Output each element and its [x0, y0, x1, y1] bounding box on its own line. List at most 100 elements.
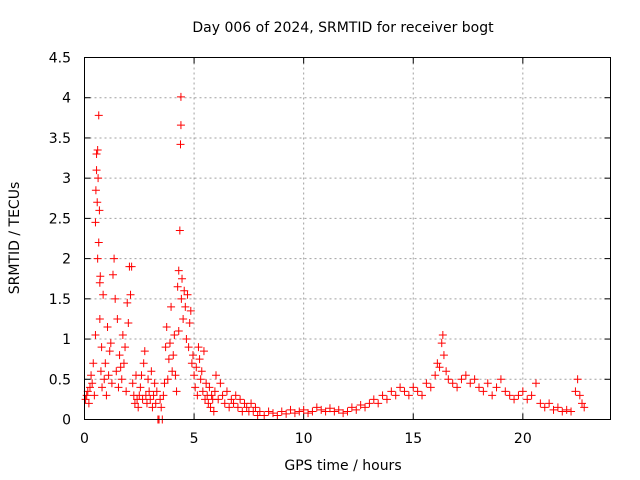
data-point: [317, 405, 326, 414]
data-point: [115, 351, 124, 360]
data-point: [247, 399, 256, 408]
data-point: [130, 399, 139, 408]
data-point: [233, 403, 242, 412]
data-point: [84, 399, 93, 408]
data-point: [97, 343, 106, 352]
data-point: [193, 391, 202, 400]
data-point: [457, 375, 466, 384]
data-point: [210, 387, 219, 396]
grid-lines: [84, 57, 611, 420]
data-point: [523, 395, 532, 404]
data-point: [122, 387, 131, 396]
data-point: [518, 387, 527, 396]
data-point: [85, 383, 94, 392]
data-point: [92, 150, 101, 159]
data-point: [220, 399, 229, 408]
data-point: [190, 371, 199, 380]
data-point: [422, 379, 431, 388]
data-point: [150, 379, 159, 388]
data-point: [216, 379, 225, 388]
data-point: [558, 407, 567, 416]
y-tick-label: 1.5: [49, 292, 71, 308]
data-point: [194, 343, 203, 352]
data-point: [96, 367, 105, 376]
data-point: [145, 387, 154, 396]
data-point: [496, 375, 505, 384]
chart-title: Day 006 of 2024, SRMTID for receiver bog…: [192, 20, 494, 36]
data-point: [479, 387, 488, 396]
data-point: [139, 359, 148, 368]
data-point: [146, 395, 155, 404]
data-point: [466, 379, 475, 388]
data-point: [174, 327, 183, 336]
data-point: [103, 322, 112, 331]
data-point: [553, 403, 562, 412]
y-tick-label: 4.5: [49, 51, 71, 67]
data-point: [88, 379, 97, 388]
data-point: [461, 371, 470, 380]
data-point: [110, 254, 119, 263]
data-point: [147, 367, 156, 376]
data-point: [536, 399, 545, 408]
data-point: [206, 403, 215, 412]
data-point: [180, 286, 189, 295]
data-point: [91, 186, 100, 195]
data-point: [94, 174, 103, 183]
data-point: [197, 367, 206, 376]
data-point: [501, 387, 510, 396]
data-point: [510, 395, 519, 404]
data-point: [174, 266, 183, 275]
data-point: [199, 347, 208, 356]
data-point: [91, 331, 100, 340]
data-point: [106, 339, 115, 348]
data-point: [107, 379, 116, 388]
data-point: [81, 395, 90, 404]
data-point: [140, 347, 149, 356]
data-point: [94, 238, 103, 247]
data-point: [369, 395, 378, 404]
data-point: [225, 403, 234, 412]
data-point: [304, 409, 313, 418]
data-point: [98, 383, 107, 392]
data-point: [96, 272, 105, 281]
data-point: [222, 387, 231, 396]
data-point: [438, 331, 447, 340]
data-point: [95, 314, 104, 323]
data-point: [286, 405, 295, 414]
data-point: [207, 391, 216, 400]
data-point: [453, 383, 462, 392]
data-point: [575, 391, 584, 400]
data-point: [159, 391, 168, 400]
data-point: [128, 379, 137, 388]
data-point: [400, 387, 409, 396]
data-point: [93, 146, 102, 155]
y-tick-label: 3: [62, 171, 71, 187]
data-point: [134, 403, 143, 412]
data-point: [339, 409, 348, 418]
data-point: [165, 339, 174, 348]
data-point: [93, 198, 102, 207]
data-point: [191, 383, 200, 392]
data-point: [475, 383, 483, 392]
data-point: [418, 391, 427, 400]
data-point: [95, 206, 104, 215]
data-point: [242, 403, 251, 412]
data-point: [290, 409, 299, 418]
data-point: [167, 302, 176, 311]
data-point: [227, 395, 236, 404]
data-point: [111, 294, 120, 303]
data-point: [356, 401, 365, 410]
data-point: [119, 359, 128, 368]
data-point: [580, 403, 589, 412]
data-point: [114, 383, 123, 392]
data-point: [127, 262, 136, 271]
y-axis-label: SRMTID / TECUs: [7, 182, 23, 295]
data-point: [578, 399, 587, 408]
data-point: [218, 391, 227, 400]
data-point: [492, 383, 501, 392]
data-points: [81, 92, 589, 424]
data-point: [201, 395, 210, 404]
data-point: [185, 318, 194, 327]
data-point: [171, 371, 180, 380]
data-point: [545, 399, 554, 408]
